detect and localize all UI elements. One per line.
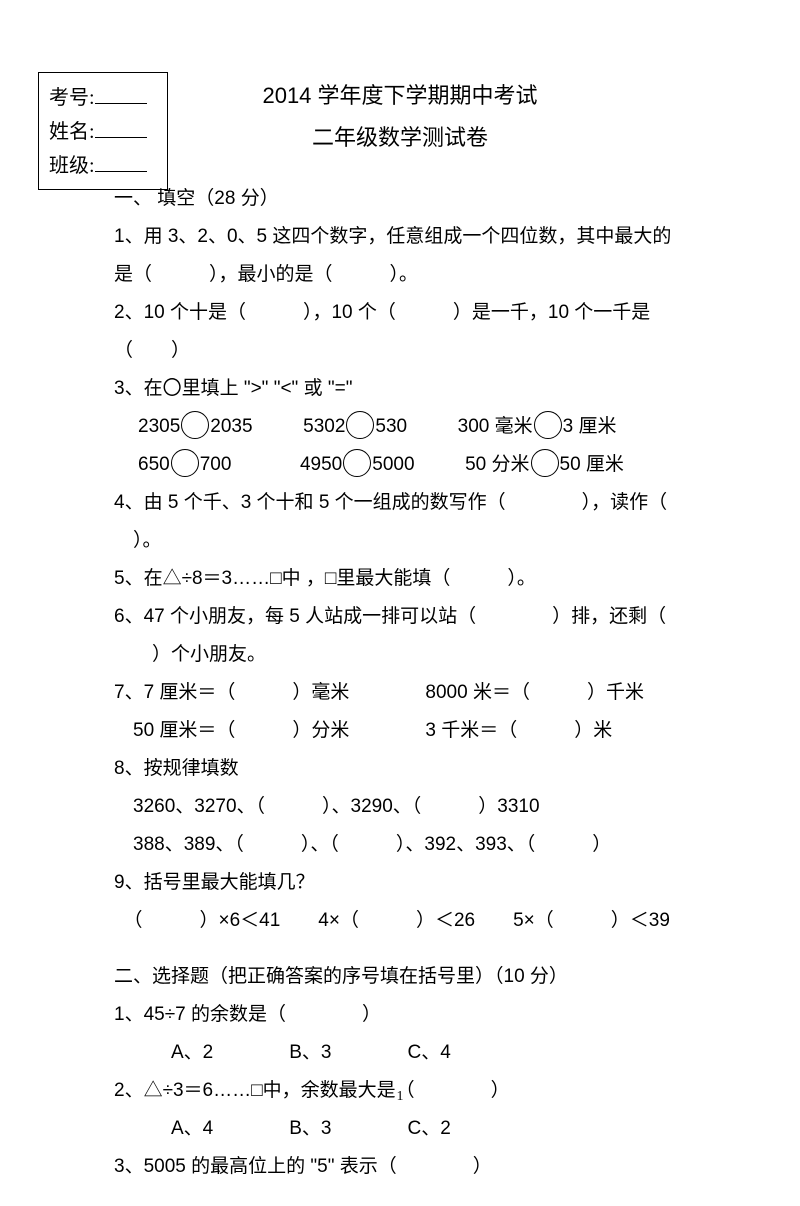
title-line2: 二年级数学测试卷 <box>80 120 720 152</box>
section2-header: 二、选择题（把正确答案的序号填在括号里）（10 分） <box>114 958 710 996</box>
section1-header: 一、 填空（28 分） <box>114 180 710 218</box>
s1-q8-line1: 8、按规律填数 <box>114 750 710 788</box>
blank-line <box>95 123 147 138</box>
s2-q1-opts: A、2 B、3 C、4 <box>114 1034 710 1072</box>
s1-q4-line2: ）。 <box>114 522 710 560</box>
val: 2305 <box>138 416 180 437</box>
s1-q2: 2、10 个十是（ ），10 个（ ）是一千，10 个一千是（ ） <box>114 294 710 370</box>
s1-q7-line2: 50 厘米＝（ ）分米 3 千米＝（ ）米 <box>114 712 710 750</box>
student-info-box: 考号: 姓名: 班级: <box>38 72 168 190</box>
s2-q2-opts: A、4 B、3 C、2 <box>114 1110 710 1148</box>
val: 530 <box>375 416 407 437</box>
content: 一、 填空（28 分） 1、用 3、2、0、5 这四个数字，任意组成一个四位数，… <box>114 180 710 1186</box>
compare-circle-icon <box>346 411 374 439</box>
s1-q3-line2: 2305 2035 5302 530 300 毫米 3 厘米 <box>114 408 710 446</box>
title-line1: 2014 学年度下学期期中考试 <box>80 78 720 110</box>
info-exam-no: 考号: <box>49 81 157 115</box>
s1-q4-line1: 4、由 5 个千、3 个十和 5 个一组成的数写作（ ），读作（ <box>114 484 710 522</box>
blank-line <box>95 89 147 104</box>
val: 4950 <box>300 454 342 475</box>
s1-q6-line2: ）个小朋友。 <box>114 636 710 674</box>
val: 650 <box>138 454 170 475</box>
val: 50 厘米 <box>560 454 624 475</box>
title-block: 2014 学年度下学期期中考试 二年级数学测试卷 <box>80 78 720 152</box>
val: 50 分米 <box>465 454 529 475</box>
info-name-label: 姓名: <box>49 121 95 143</box>
info-exam-no-label: 考号: <box>49 87 95 109</box>
info-name: 姓名: <box>49 115 157 149</box>
info-class-label: 班级: <box>49 155 95 177</box>
blank-line <box>95 157 147 172</box>
val: 3 厘米 <box>563 416 617 437</box>
s1-q3-line1: 3、在〇里填上 ">" "<" 或 "=" <box>114 370 710 408</box>
s2-q1: 1、45÷7 的余数是（ ） <box>114 996 710 1034</box>
s1-q3-line3: 650 700 4950 5000 50 分米 50 厘米 <box>114 446 710 484</box>
s1-q1-line2: 是（ ），最小的是（ ）。 <box>114 256 710 294</box>
val: 5000 <box>372 454 414 475</box>
page-number: 1 <box>0 1089 800 1105</box>
s1-q7-line1: 7、7 厘米＝（ ）毫米 8000 米＝（ ）千米 <box>114 674 710 712</box>
compare-circle-icon <box>534 411 562 439</box>
info-class: 班级: <box>49 149 157 183</box>
s1-q8-line2: 3260、3270、（ ）、3290、（ ）3310 <box>114 788 710 826</box>
s1-q9-line2: （ ）×6＜41 4×（ ）＜26 5×（ ）＜39 <box>114 902 710 940</box>
compare-circle-icon <box>181 411 209 439</box>
val: 700 <box>200 454 232 475</box>
s1-q1-line1: 1、用 3、2、0、5 这四个数字，任意组成一个四位数，其中最大的 <box>114 218 710 256</box>
val: 2035 <box>210 416 252 437</box>
s1-q5: 5、在△÷8＝3……□中 ，□里最大能填（ ）。 <box>114 560 710 598</box>
compare-circle-icon <box>343 449 371 477</box>
s1-q8-line3: 388、389、（ ）、（ ）、392、393、（ ） <box>114 826 710 864</box>
compare-circle-icon <box>531 449 559 477</box>
s1-q6-line1: 6、47 个小朋友，每 5 人站成一排可以站（ ）排，还剩（ <box>114 598 710 636</box>
compare-circle-icon <box>171 449 199 477</box>
val: 300 毫米 <box>458 416 533 437</box>
s1-q9-line1: 9、括号里最大能填几？ <box>114 864 710 902</box>
s2-q3: 3、5005 的最高位上的 "5" 表示（ ） <box>114 1148 710 1186</box>
val: 5302 <box>303 416 345 437</box>
